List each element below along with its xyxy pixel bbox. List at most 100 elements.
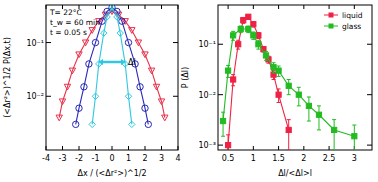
x-tick-label: 2.5 — [323, 154, 336, 163]
error-cap — [231, 31, 235, 32]
x-tick — [145, 5, 146, 9]
error-bar — [318, 106, 319, 130]
plot-area — [220, 14, 356, 150]
y-tick — [367, 94, 372, 95]
error-bar — [334, 120, 335, 150]
x-tick-label: 3 — [352, 154, 357, 163]
x-tick-label: -2 — [75, 154, 83, 163]
data-point — [101, 30, 107, 36]
frame — [46, 5, 178, 150]
y-tick-label: 10⁻¹ — [26, 39, 44, 48]
data-point — [117, 30, 123, 36]
x-tick — [178, 5, 179, 9]
data-point — [125, 39, 131, 45]
x-tick — [253, 5, 254, 9]
x-tick — [95, 146, 96, 150]
x-tick — [303, 146, 304, 150]
x-tick-label: -4 — [42, 154, 50, 163]
arrow-head — [98, 59, 103, 65]
data-point — [251, 22, 256, 27]
x-tick-label: 1 — [126, 154, 131, 163]
frame — [218, 5, 372, 150]
error-cap — [226, 134, 230, 135]
legend-label: glass — [342, 22, 361, 31]
y-tick — [46, 42, 51, 43]
data-point — [246, 14, 251, 19]
legend: liquidglass — [324, 11, 363, 31]
error-cap — [307, 96, 311, 97]
error-bar — [288, 120, 289, 150]
annotation: Δl — [128, 58, 136, 67]
x-axis-label: Δx / (<Δr²>)^1/2 — [77, 169, 146, 178]
arrow-head — [121, 59, 126, 65]
error-cap — [231, 40, 235, 41]
x-tick-label: 2 — [301, 154, 306, 163]
x-tick — [329, 5, 330, 9]
x-tick-label: 1 — [251, 154, 256, 163]
x-tick — [79, 146, 80, 150]
error-cap — [251, 39, 255, 40]
error-cap — [236, 49, 240, 50]
error-cap — [287, 150, 291, 151]
data-point — [296, 92, 301, 97]
data-point — [125, 93, 131, 99]
data-point — [220, 118, 225, 123]
data-point — [114, 14, 120, 20]
y-tick-label: 10⁻² — [198, 91, 216, 100]
y-tick — [218, 145, 223, 146]
x-tick — [112, 146, 113, 150]
error-cap — [297, 105, 301, 106]
data-point — [56, 115, 62, 121]
annotation-arrow — [101, 61, 123, 64]
x-tick-label: 4 — [175, 154, 180, 163]
data-point — [109, 5, 115, 11]
x-tick — [303, 5, 304, 9]
x-tick-label: 1.5 — [272, 154, 285, 163]
data-point — [69, 68, 75, 74]
x-tick-label: -1 — [92, 154, 100, 163]
data-point — [271, 72, 276, 77]
data-point — [236, 42, 241, 47]
y-tick-label: 10⁻² — [26, 92, 44, 101]
annotation: t = 0.05 s — [50, 28, 87, 37]
error-cap — [277, 76, 281, 77]
x-tick — [329, 146, 330, 150]
data-point — [241, 18, 246, 23]
x-tick-label: -3 — [59, 154, 67, 163]
error-cap — [287, 94, 291, 95]
error-cap — [236, 40, 240, 41]
data-point — [142, 105, 148, 111]
y-axis-label: (<Δr²>)^1/2 P(Δx,t) — [3, 37, 12, 118]
error-bar — [308, 97, 309, 121]
data-point — [286, 127, 291, 132]
error-cap — [277, 102, 281, 103]
x-tick — [161, 146, 162, 150]
error-cap — [226, 65, 230, 66]
data-point — [286, 83, 291, 88]
data-point — [76, 52, 82, 58]
x-axis-label: Δl/<Δl>l — [278, 169, 312, 178]
error-cap — [256, 40, 260, 41]
data-point — [129, 121, 135, 127]
error-cap — [221, 136, 225, 137]
data-point — [256, 33, 261, 38]
x-tick-label: 0 — [109, 154, 114, 163]
x-tick — [95, 5, 96, 9]
error-cap — [317, 129, 321, 130]
y-tick — [367, 145, 372, 146]
data-point — [316, 112, 321, 117]
data-point — [64, 84, 70, 90]
data-point — [263, 53, 268, 58]
error-cap — [266, 63, 270, 64]
y-tick — [218, 94, 223, 95]
legend-marker — [329, 13, 334, 18]
data-point — [276, 92, 281, 97]
x-tick — [228, 5, 229, 9]
data-point — [162, 115, 168, 121]
error-cap — [352, 125, 356, 126]
data-point — [86, 61, 92, 67]
error-cap — [332, 119, 336, 120]
chart: 0.511.522.5310⁻³10⁻²10⁻¹Δl/<Δl>lP (Δl)li… — [181, 5, 372, 178]
data-point — [256, 42, 261, 47]
chart: -4-3-2-10123410⁻²10⁻¹Δx / (<Δr²>)^1/2(<Δ… — [3, 4, 181, 178]
